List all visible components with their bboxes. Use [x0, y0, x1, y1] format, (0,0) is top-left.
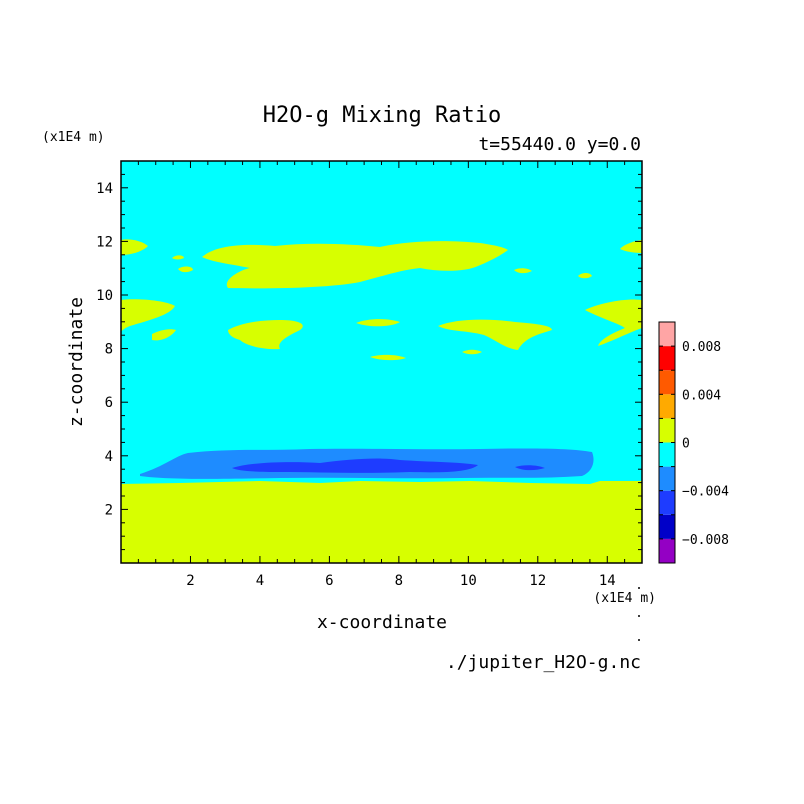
y-unit-label: (x1E4 m) [42, 130, 105, 145]
colorbar-labels: 0.008 0.004 0 −0.004 −0.008 [682, 340, 729, 548]
marker-dot-2 [638, 615, 640, 617]
x-tick-label: 14 [599, 573, 616, 589]
colorbar-segment [659, 418, 675, 443]
plot-area [121, 161, 642, 563]
mid-positive-center-right [438, 319, 552, 350]
x-unit-label: (x1E4 m) [593, 591, 656, 606]
colorbar-segment [659, 514, 675, 539]
mid-positive-center-left [228, 320, 303, 350]
y-tick-label: 14 [96, 181, 113, 197]
x-tick-label: 6 [325, 573, 333, 589]
mid-positive-left-speck [152, 329, 176, 341]
colorbar-segment [659, 466, 675, 491]
mid-positive-right [585, 299, 642, 346]
upper-positive-speck-1 [172, 255, 184, 260]
mid-positive-center-low-2 [462, 349, 482, 355]
negative-core-patch [515, 465, 545, 471]
colorbar-segment [659, 370, 675, 395]
upper-positive-left [121, 239, 148, 255]
y-tick-label: 2 [105, 502, 113, 518]
upper-positive-speck-2 [178, 266, 193, 273]
colorbar-label: −0.008 [682, 533, 729, 548]
colorbar-segment [659, 442, 675, 467]
colorbar-label: 0 [682, 437, 690, 452]
marker-dot-1 [638, 587, 640, 589]
source-file-label: ./jupiter_H2O-g.nc [446, 652, 641, 673]
x-axis-title: x-coordinate [317, 612, 447, 633]
colorbar-segment [659, 490, 675, 515]
x-tick-label: 2 [186, 573, 194, 589]
mid-positive-center-low [370, 354, 406, 361]
upper-positive-right [620, 240, 642, 253]
x-tick-label: 8 [395, 573, 403, 589]
colorbar-label: 0.004 [682, 388, 721, 403]
colorbar-label: −0.004 [682, 485, 729, 500]
chart-title: H2O-g Mixing Ratio [263, 103, 501, 128]
mid-positive-left [121, 299, 175, 332]
chart-subtitle: t=55440.0 y=0.0 [478, 134, 641, 155]
x-tick-label: 4 [256, 573, 264, 589]
colorbar-segment [659, 538, 675, 563]
x-axis: 2 4 6 8 10 12 14 [137, 161, 626, 589]
marker-dot-3 [638, 639, 640, 641]
y-tick-label: 8 [105, 342, 113, 358]
mid-positive-center [356, 319, 400, 327]
upper-positive-speck-3 [578, 273, 592, 279]
colorbar-segment [659, 346, 675, 371]
x-tick-label: 10 [460, 573, 477, 589]
lower-layer-region [121, 481, 642, 563]
x-tick-label: 12 [529, 573, 546, 589]
y-tick-label: 10 [96, 288, 113, 304]
y-tick-label: 4 [105, 449, 113, 465]
colorbar-segment [659, 394, 675, 419]
y-axis-title: z-coordinate [66, 297, 87, 427]
colorbar-label: 0.008 [682, 340, 721, 355]
negative-core-region [232, 458, 478, 473]
upper-positive-band [202, 241, 508, 289]
upper-positive-speck-4 [514, 268, 532, 274]
colorbar-segment [659, 322, 675, 347]
colorbar [658, 321, 676, 564]
y-axis: 2 4 6 8 10 12 14 [96, 173, 642, 551]
y-tick-label: 6 [105, 395, 113, 411]
y-tick-label: 12 [96, 234, 113, 250]
